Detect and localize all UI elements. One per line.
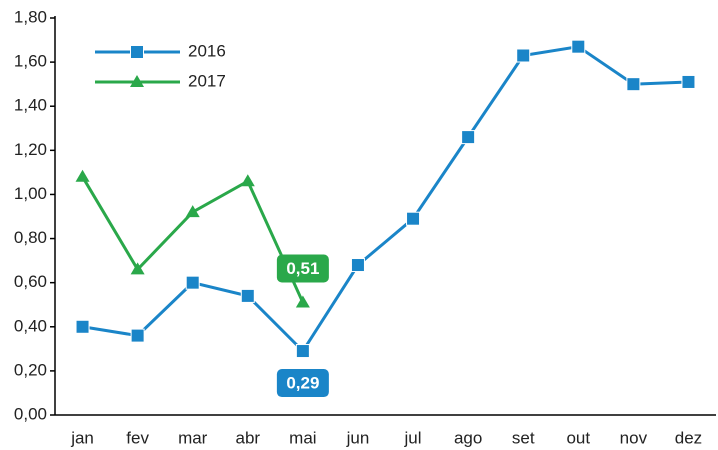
x-tick-label: jan [70, 428, 94, 447]
series-marker [240, 174, 255, 187]
series-marker [461, 130, 476, 145]
y-tick-label: 1,20 [14, 140, 47, 159]
x-tick-label: abr [236, 428, 261, 447]
series-marker [130, 328, 145, 343]
x-tick-label: jul [404, 428, 422, 447]
series-line [82, 45, 689, 354]
y-tick-label: 0,60 [14, 272, 47, 291]
series-marker [681, 74, 696, 89]
y-tick-label: 1,80 [14, 7, 47, 26]
y-tick-label: 0,40 [14, 316, 47, 335]
legend-label: 2016 [188, 41, 226, 60]
x-tick-label: set [512, 428, 535, 447]
legend-marker [130, 75, 144, 87]
data-label: 0,29 [286, 374, 319, 393]
x-tick-label: mar [178, 428, 208, 447]
x-tick-label: ago [454, 428, 482, 447]
y-tick-label: 1,60 [14, 52, 47, 71]
series-marker [295, 295, 310, 308]
data-label: 0,51 [286, 259, 319, 278]
y-tick-label: 1,00 [14, 184, 47, 203]
data-label-box [276, 254, 329, 283]
series-marker [406, 211, 421, 226]
series-marker [295, 344, 310, 359]
x-tick-label: dez [675, 428, 702, 447]
x-tick-label: fev [126, 428, 149, 447]
y-tick-label: 1,40 [14, 96, 47, 115]
series-marker [571, 39, 586, 54]
series-marker [185, 275, 200, 290]
y-tick-label: 0,20 [14, 360, 47, 379]
x-tick-label: jun [346, 428, 370, 447]
y-tick-label: 0,00 [14, 404, 47, 423]
series-marker [350, 258, 365, 273]
y-tick-label: 0,80 [14, 228, 47, 247]
data-label-box [276, 369, 329, 398]
legend-label: 2017 [188, 71, 226, 90]
series-marker [75, 319, 90, 334]
series-marker [75, 169, 90, 182]
series-marker [626, 77, 641, 92]
x-tick-label: mai [289, 428, 316, 447]
series-marker [516, 48, 531, 63]
series-marker [130, 262, 145, 275]
x-tick-label: out [566, 428, 590, 447]
series-marker [185, 205, 200, 218]
x-tick-label: nov [620, 428, 648, 447]
series-marker [240, 288, 255, 303]
legend-marker [130, 45, 144, 59]
